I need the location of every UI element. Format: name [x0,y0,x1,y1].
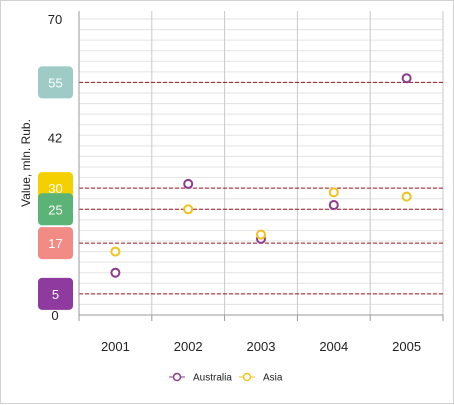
reference-label: 17 [48,236,62,251]
data-points [110,73,412,278]
reference-label: 55 [48,75,62,90]
legend-marker [172,372,182,382]
data-point-asia [110,246,121,257]
reference-label-box [38,66,73,99]
plot-background [79,11,443,315]
reference-label-box [38,227,73,260]
x-tick-label: 2003 [247,339,276,354]
data-point-australia [183,178,194,189]
data-point-asia [256,229,266,240]
y-tick-label: 0 [51,308,58,323]
y-tick-label: 42 [48,130,62,145]
legend-label: Asia [263,373,283,384]
reference-label: 25 [48,202,62,217]
reference-label: 30 [48,181,62,196]
x-tick-label: 2004 [319,339,348,354]
data-point-australia [110,267,121,278]
reference-label-box [38,193,73,226]
legend-label: Australia [193,373,232,384]
axes: 0 42 70 2001 2002 2003 2004 2005 [48,11,444,354]
data-point-asia [328,187,339,198]
data-point-australia [401,73,412,84]
reference-labels: 55 30 25 17 5 [38,66,73,310]
x-tick-label: 2005 [392,339,421,354]
data-point-asia [401,191,412,202]
reference-label-box [38,277,73,310]
reference-lines [79,81,443,295]
legend-marker [242,372,252,382]
data-point-asia [183,204,194,215]
y-tick-label: 70 [48,12,62,27]
y-axis-title: Value, mln. Rub. [19,119,33,207]
x-tick-label: 2002 [174,339,203,354]
x-tick-label: 2001 [101,339,130,354]
legend: Australia Asia [169,373,283,384]
reference-label: 5 [52,287,59,302]
data-point-australia [328,200,339,211]
